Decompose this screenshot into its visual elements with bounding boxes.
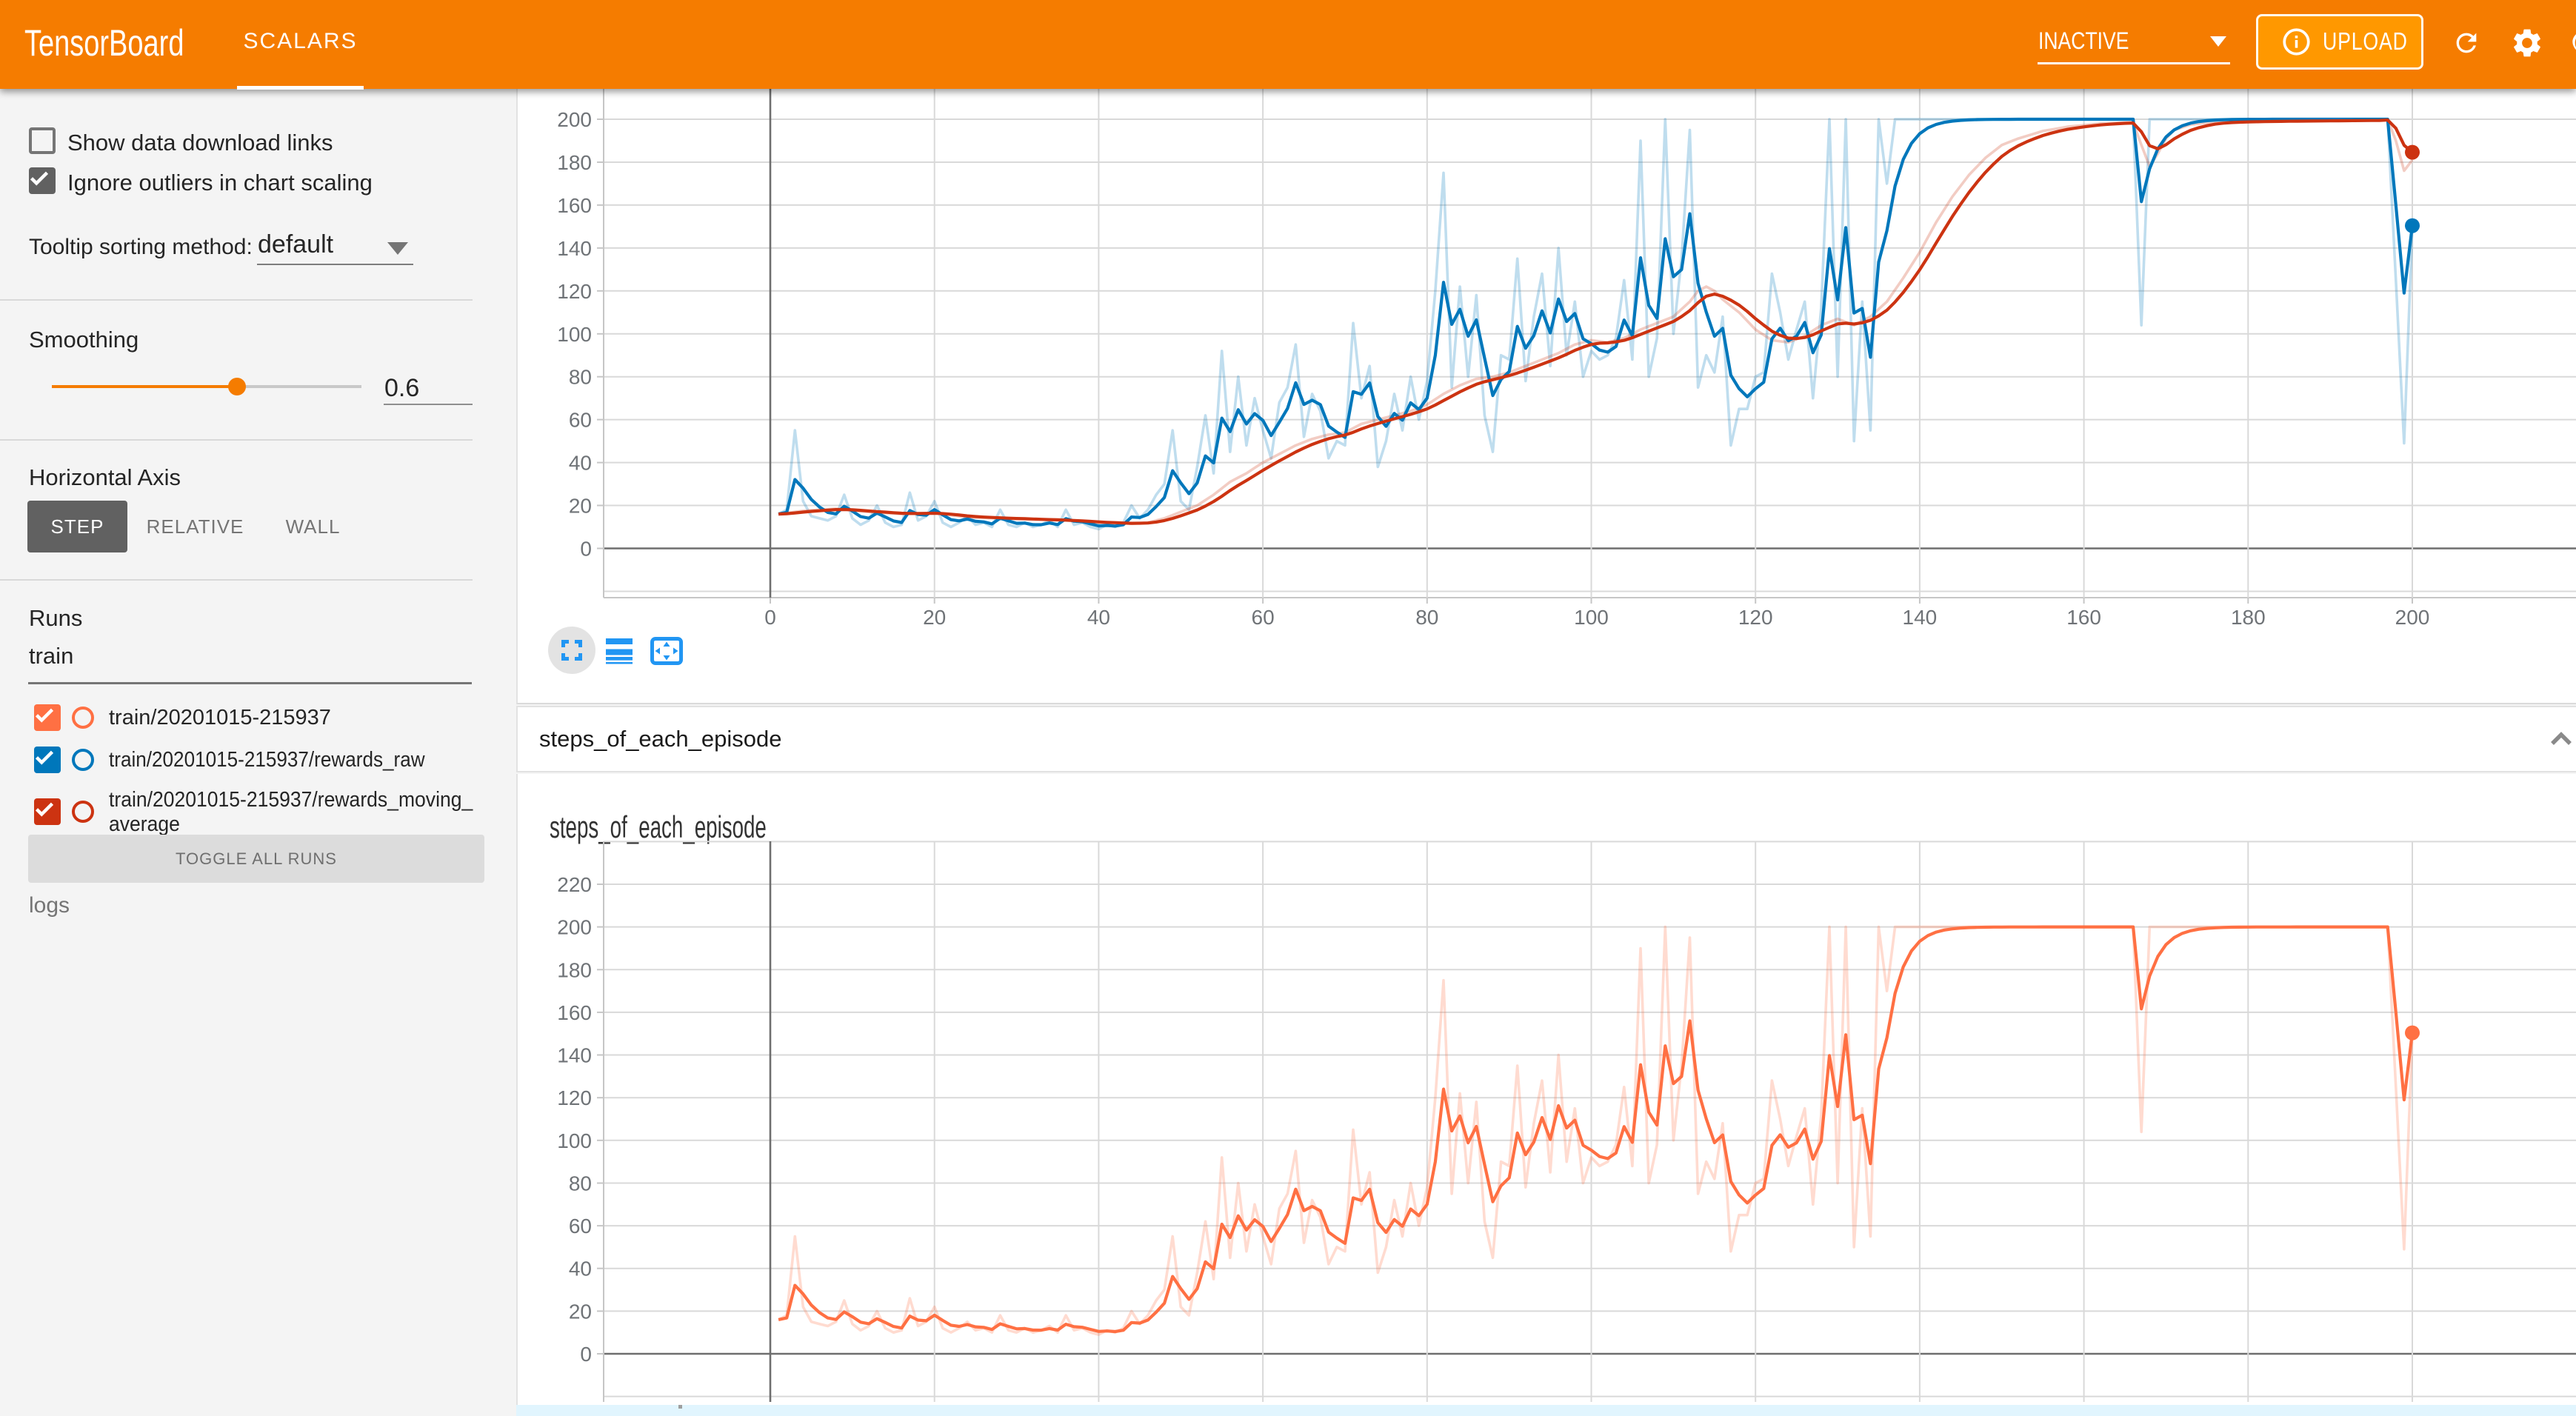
svg-text:120: 120 [557, 280, 592, 303]
svg-text:80: 80 [1415, 606, 1438, 629]
svg-text:20: 20 [569, 1300, 592, 1323]
svg-text:140: 140 [557, 1044, 592, 1067]
svg-text:120: 120 [557, 1086, 592, 1109]
svg-text:100: 100 [1574, 606, 1609, 629]
svg-text:180: 180 [2231, 606, 2266, 629]
svg-text:40: 40 [1087, 606, 1110, 629]
svg-text:100: 100 [557, 1129, 592, 1152]
svg-text:60: 60 [569, 409, 592, 432]
svg-text:80: 80 [569, 366, 592, 389]
svg-text:140: 140 [557, 237, 592, 260]
svg-text:140: 140 [1903, 606, 1938, 629]
svg-text:120: 120 [1738, 606, 1773, 629]
svg-text:200: 200 [557, 916, 592, 939]
svg-text:200: 200 [2395, 606, 2430, 629]
svg-text:180: 180 [557, 958, 592, 981]
svg-text:200: 200 [557, 108, 592, 131]
svg-text:160: 160 [557, 1001, 592, 1024]
svg-text:0: 0 [764, 606, 776, 629]
svg-text:40: 40 [569, 1258, 592, 1280]
svg-text:220: 220 [557, 873, 592, 896]
svg-text:20: 20 [569, 495, 592, 518]
svg-text:20: 20 [923, 606, 946, 629]
svg-text:180: 180 [557, 151, 592, 174]
svg-text:0: 0 [580, 1343, 592, 1366]
svg-text:80: 80 [569, 1172, 592, 1195]
svg-text:160: 160 [2066, 606, 2101, 629]
svg-text:100: 100 [557, 323, 592, 346]
svg-text:60: 60 [569, 1215, 592, 1238]
svg-text:160: 160 [557, 194, 592, 217]
svg-text:40: 40 [569, 452, 592, 475]
svg-text:0: 0 [580, 538, 592, 561]
svg-text:60: 60 [1252, 606, 1275, 629]
